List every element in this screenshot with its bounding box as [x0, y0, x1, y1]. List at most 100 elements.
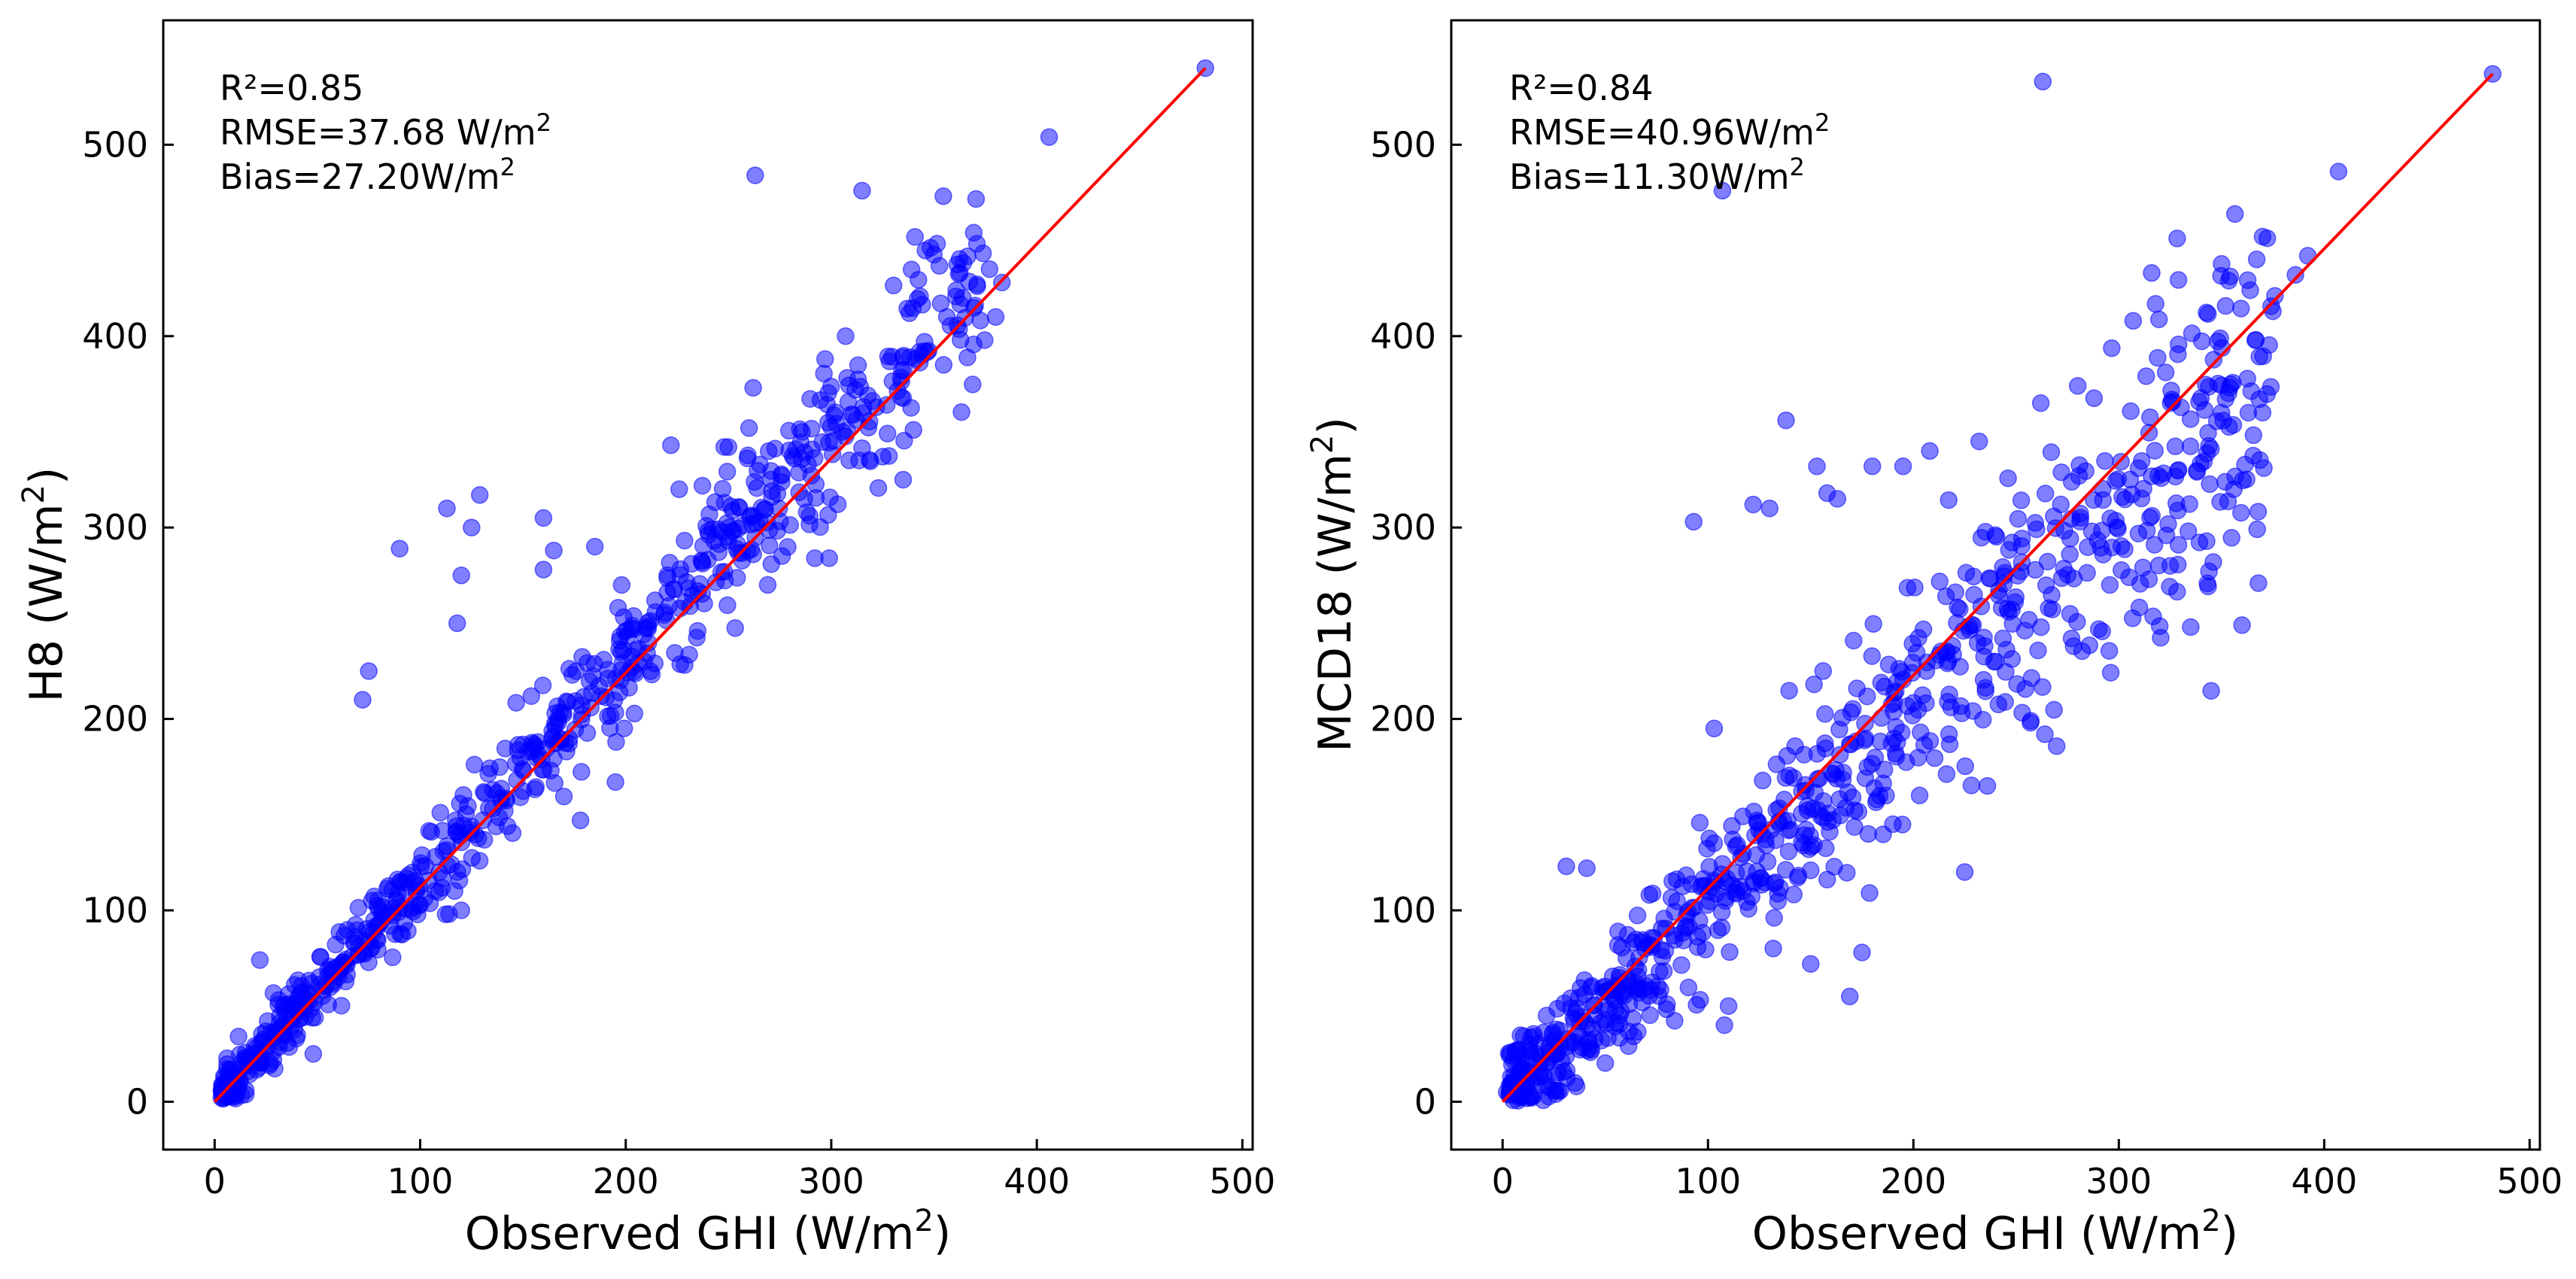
data-point: [2029, 641, 2047, 660]
data-point: [1877, 786, 1895, 805]
data-point: [470, 852, 489, 870]
data-point: [1898, 579, 1917, 597]
data-point: [894, 470, 913, 489]
y-ticks-right: 0 100 200 300 400 500: [1370, 124, 1462, 1122]
data-point: [2043, 600, 2061, 618]
y-axis-title-left-suffix: ): [20, 467, 73, 485]
data-point: [873, 448, 892, 466]
data-point: [2162, 381, 2180, 399]
data-point: [1887, 747, 1906, 766]
data-point: [1974, 670, 1993, 689]
data-point: [2166, 467, 2185, 486]
x-ticks-left: 0 100 200 300 400 500: [204, 1139, 1275, 1202]
x-axis-title-left-text: Observed GHI (W/m: [465, 1208, 915, 1260]
data-point: [615, 719, 633, 737]
data-point: [842, 405, 861, 424]
stat-rmse-left: RMSE=37.68 W/m2: [220, 108, 551, 153]
data-point: [958, 348, 977, 366]
data-point: [1572, 1008, 1591, 1026]
data-point: [2045, 700, 2063, 719]
data-point: [2204, 553, 2222, 571]
data-point: [2199, 577, 2217, 596]
data-point: [1712, 903, 1731, 922]
stat-rmse-left-sup: 2: [536, 108, 551, 137]
data-point: [1746, 826, 1764, 845]
data-point: [2042, 443, 2061, 461]
y-axis-title-left-sup: 2: [17, 485, 51, 503]
data-point: [333, 996, 351, 1015]
data-point: [1930, 573, 1949, 591]
data-point: [1792, 804, 1811, 823]
data-point: [1937, 765, 1956, 783]
data-point: [585, 537, 604, 556]
data-point: [746, 166, 764, 184]
data-point: [1771, 879, 1789, 897]
data-point: [571, 811, 590, 830]
data-point: [2197, 375, 2215, 394]
data-point: [2149, 310, 2168, 329]
data-point: [1642, 928, 1661, 947]
data-point: [2225, 480, 2243, 499]
data-point: [2112, 537, 2131, 555]
data-point: [662, 436, 680, 454]
data-point: [2146, 442, 2164, 460]
y-tick-label: 200: [1370, 699, 1436, 740]
data-point: [506, 755, 525, 773]
data-point: [445, 882, 463, 901]
data-point: [964, 223, 983, 242]
data-point: [878, 424, 897, 443]
data-point: [2071, 504, 2089, 523]
x-axis-title-left-suffix: ): [934, 1208, 951, 1260]
data-point: [1965, 585, 1983, 604]
data-point: [2247, 251, 2266, 269]
data-point: [2080, 636, 2099, 655]
data-point: [1858, 758, 1876, 776]
data-point: [1628, 907, 1647, 925]
data-point: [560, 660, 579, 678]
data-point: [1713, 855, 1732, 873]
stat-bias-right-sup: 2: [1790, 153, 1805, 181]
data-point: [475, 831, 494, 849]
data-point: [2209, 332, 2227, 351]
data-point: [584, 667, 602, 685]
data-point: [2109, 520, 2127, 538]
data-point: [1795, 746, 1813, 764]
data-point: [2031, 394, 2050, 412]
x-tick-label: 500: [2496, 1161, 2562, 1202]
data-point: [968, 275, 986, 293]
data-point: [1903, 706, 1922, 725]
data-point: [2061, 530, 2079, 548]
data-point: [397, 869, 415, 888]
x-axis-title-right-text: Observed GHI (W/m: [1752, 1208, 2202, 1260]
data-point: [1767, 755, 1786, 773]
data-point: [2141, 509, 2159, 527]
data-point: [906, 228, 924, 246]
data-point: [1809, 801, 1827, 819]
stat-rmse-right: RMSE=40.96W/m2: [1509, 108, 1830, 153]
data-point: [1547, 1085, 1565, 1103]
data-point: [2249, 503, 2268, 521]
data-point: [1845, 818, 1864, 836]
data-point: [2329, 163, 2348, 181]
data-point: [1690, 813, 1709, 832]
data-point: [1843, 788, 1862, 807]
data-point: [2246, 331, 2265, 349]
data-point: [1640, 886, 1659, 904]
data-point: [522, 687, 540, 705]
data-point: [2034, 72, 2052, 91]
data-point: [1567, 1077, 1586, 1095]
data-point: [758, 576, 777, 594]
fit-line-right: [1501, 72, 2494, 1103]
data-point: [2200, 437, 2218, 455]
data-point: [762, 555, 780, 573]
data-point: [1987, 527, 2006, 546]
data-point: [2038, 552, 2057, 571]
data-point: [2181, 437, 2200, 455]
data-point: [1779, 812, 1797, 830]
data-point: [448, 863, 466, 881]
plot-frame-right: [1450, 19, 2541, 1151]
data-point: [934, 356, 953, 374]
data-point: [1999, 469, 2017, 488]
data-point: [910, 271, 928, 289]
data-point: [527, 778, 545, 796]
